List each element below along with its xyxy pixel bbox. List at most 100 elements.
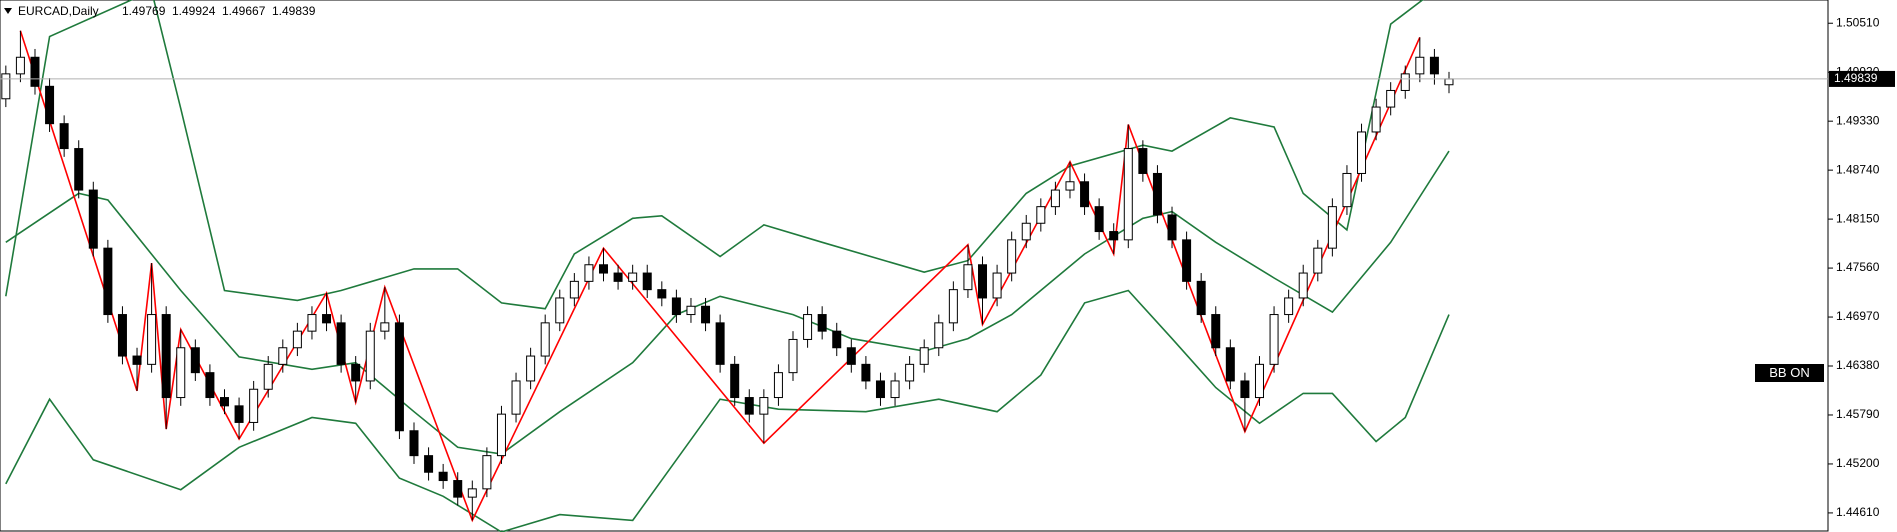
candle-body (1254, 363, 1264, 399)
badge-text: BB ON (1769, 365, 1809, 380)
candle-body (1036, 206, 1046, 224)
candle-body (599, 264, 609, 274)
zigzag-line (19, 30, 1421, 523)
candle-body (861, 363, 871, 382)
candle-body (424, 455, 434, 473)
candle-body (88, 189, 98, 249)
candle-body (803, 314, 813, 340)
candle-body (1182, 239, 1192, 282)
candle-body (1123, 148, 1133, 241)
candle-body (30, 56, 40, 87)
candle-body (584, 264, 594, 282)
candle-body (1196, 280, 1206, 316)
candle-body (1415, 56, 1425, 75)
candle-body (613, 272, 623, 282)
candle-body (978, 264, 988, 299)
candle-body (1152, 172, 1162, 216)
candle-body (1342, 172, 1352, 208)
candle-body (744, 397, 754, 415)
y-tick-label: 1.45200 (1836, 456, 1880, 470)
candle-body (1225, 347, 1235, 382)
candle-body (715, 322, 725, 365)
candle-body (219, 397, 229, 407)
candle-body (511, 380, 521, 415)
candle-body (701, 305, 711, 324)
candle-body (132, 355, 142, 365)
candle-body (773, 372, 783, 399)
candle-body (759, 397, 769, 415)
candle-body (788, 338, 798, 374)
candle-body (948, 289, 958, 324)
candle-body (322, 314, 332, 324)
candle-body (394, 322, 404, 432)
candle-body (875, 380, 885, 399)
candle-body (526, 355, 536, 382)
candle-body (1298, 272, 1308, 299)
candle-body (103, 247, 113, 316)
band-line (5, 150, 1450, 455)
candle-body (1357, 131, 1367, 174)
header-close: 1.49839 (272, 4, 316, 18)
y-tick-label: 1.49330 (1836, 113, 1880, 127)
candle-body (336, 322, 346, 365)
candle-body (1167, 214, 1177, 241)
candle-body (1327, 206, 1337, 249)
y-tick-label: 1.48740 (1836, 162, 1880, 176)
candle-body (1444, 78, 1454, 86)
candle-body (263, 363, 273, 390)
candle-body (351, 363, 361, 382)
candle-body (1094, 206, 1104, 233)
y-tick-label: 1.44610 (1836, 505, 1880, 519)
last-price-box (1829, 70, 1895, 87)
candle-body (540, 322, 550, 357)
candle-body (569, 280, 579, 299)
candle-body (1371, 106, 1381, 133)
badge-box (1755, 364, 1824, 382)
candle-body (1284, 297, 1294, 316)
candle-body (890, 380, 900, 399)
candle-body (365, 330, 375, 382)
candle-body (730, 363, 740, 399)
candle-body (409, 430, 419, 457)
header-low: 1.49667 (222, 4, 266, 18)
candle-body (190, 347, 200, 374)
candle-body (249, 388, 259, 423)
candle-body (919, 347, 929, 365)
candle-body (642, 272, 652, 291)
candle-body (1050, 189, 1060, 208)
y-tick-label: 1.46380 (1836, 358, 1880, 372)
candle-body (1386, 89, 1396, 108)
candle-body (686, 305, 696, 316)
candle-body (963, 264, 973, 291)
candle-body (1400, 73, 1410, 91)
menu-triangle[interactable] (4, 8, 12, 14)
candle-body (992, 272, 1002, 299)
candle-body (307, 314, 317, 332)
candle-body (482, 455, 492, 490)
candle-body (176, 347, 186, 399)
candle-body (496, 413, 506, 457)
candle-body (278, 347, 288, 365)
candle-body (1007, 239, 1017, 274)
candle-body (1021, 222, 1031, 241)
candle-body (467, 488, 477, 498)
y-tick-label: 1.47560 (1836, 260, 1880, 274)
candle-body (15, 56, 25, 75)
candle-body (1109, 231, 1119, 241)
candle-body (438, 471, 448, 482)
candle-body (671, 297, 681, 316)
candle-body (205, 372, 215, 399)
y-tick-label: 1.45790 (1836, 407, 1880, 421)
plot-frame (0, 0, 1829, 532)
candle-body (846, 347, 856, 365)
plot-area (0, 0, 1828, 532)
candle-body (292, 330, 302, 349)
band-line (5, 0, 1424, 310)
candle-body (1065, 181, 1075, 191)
candle-body (1313, 247, 1323, 274)
candle-body (905, 363, 915, 382)
candle-body (1138, 148, 1148, 174)
candle-body (1080, 181, 1090, 208)
